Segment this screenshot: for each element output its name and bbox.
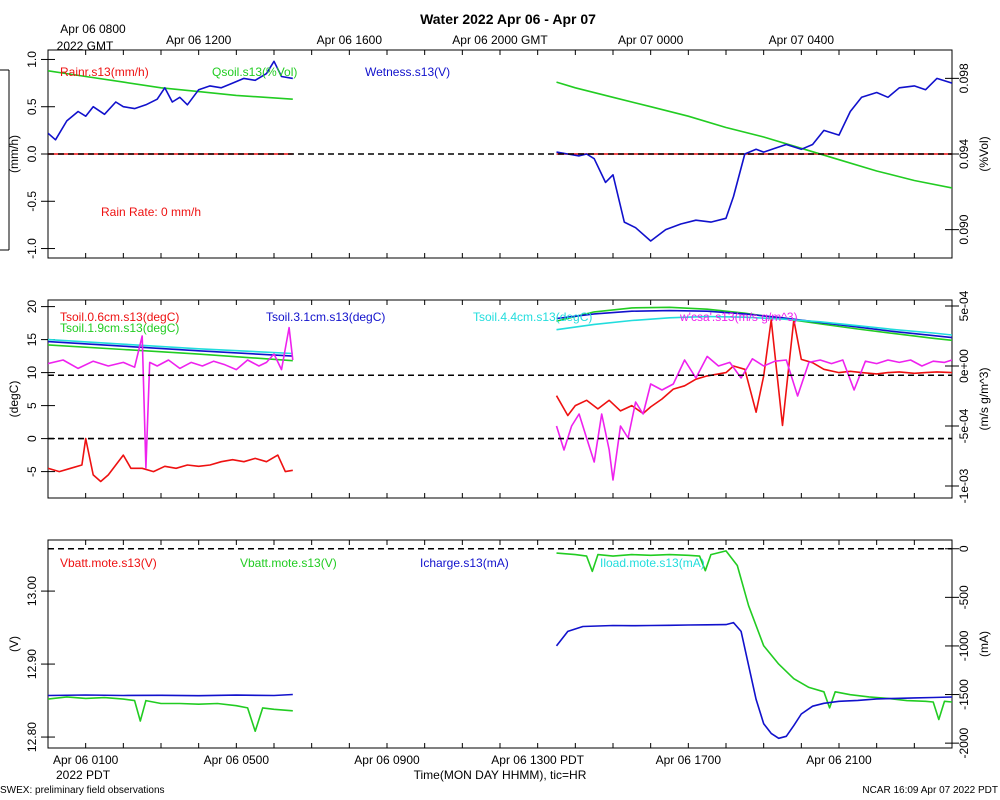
y2-tick-label: 0.094 — [957, 139, 971, 169]
y-tick-label: -0.5 — [25, 191, 39, 212]
bottom-axis-label: Apr 06 1300 PDT — [491, 753, 584, 767]
legend-label-magenta: w'csa'.s13(m/s g/m^3) — [679, 310, 798, 324]
y-tick-label: 12.80 — [25, 722, 39, 752]
bottom-axis-label: Apr 06 1700 — [656, 753, 722, 767]
panel-series — [48, 306, 952, 483]
series-line-blue — [556, 309, 952, 339]
rain-rate-annotation: Rain Rate: 0 mm/h — [101, 205, 201, 219]
y-tick-label: -5 — [25, 466, 39, 477]
panel-frame — [47, 299, 953, 499]
series-line-magenta — [555, 355, 952, 481]
series-line-blue — [555, 621, 952, 740]
series-line-green — [48, 344, 293, 362]
y-tick-label: 1.0 — [25, 51, 39, 68]
y2-tick-label: -500 — [957, 585, 971, 609]
y-tick-label: -1.0 — [25, 238, 39, 259]
series-line-red — [555, 318, 952, 427]
bottom-axis-label: Apr 06 0100 — [53, 753, 119, 767]
y2-axis-label: (mA) — [977, 631, 991, 657]
top-axis-label: Apr 06 1600 — [317, 33, 383, 47]
y2-tick-label: -5e-04 — [957, 408, 971, 443]
legend-label-cyan: Iload.mote.s13(mA) — [600, 556, 705, 570]
legend-label-blue: Wetness.s13(V) — [365, 65, 450, 79]
y2-tick-label: 0e+00 — [957, 349, 971, 383]
y-tick-label: 0.0 — [25, 145, 39, 162]
top-axis-label: Apr 07 0000 — [618, 33, 684, 47]
y-tick-label: 0 — [25, 435, 39, 442]
y-tick-label: 13.00 — [25, 576, 39, 606]
y2-tick-label: -1e-03 — [957, 468, 971, 503]
legend-label-green: Qsoil.s13(%Vol) — [212, 65, 297, 79]
top-axis-label: Apr 06 1200 — [166, 33, 232, 47]
bottom-axis-year-label: 2022 PDT — [56, 768, 111, 782]
legend-label-cyan: Tsoil.4.4cm.s13(degC) — [473, 310, 592, 324]
panel-series — [48, 550, 952, 740]
bottom-axis-label: Apr 06 0500 — [204, 753, 270, 767]
series-line-red — [48, 437, 293, 483]
y2-tick-label: -1500 — [957, 679, 971, 710]
series-line-green — [556, 81, 952, 189]
series-line-cyan — [48, 338, 293, 355]
top-axis-label: Apr 06 0800 — [60, 22, 126, 36]
series-line-magenta — [48, 326, 294, 469]
bottom-axis-label: Apr 06 0900 — [354, 753, 420, 767]
y2-tick-label: -1000 — [957, 630, 971, 661]
y-tick-label: 0.5 — [25, 98, 39, 115]
x-axis-label: Time(MON DAY HHMM), tic=HR — [414, 768, 587, 782]
legend-label-green: Vbatt.mote.s13(V) — [240, 556, 337, 570]
y-tick-label: 20 — [25, 300, 39, 314]
series-line-green — [48, 696, 293, 733]
legend-label-green: Tsoil.1.9cm.s13(degC) — [60, 321, 179, 335]
y2-tick-label: -2000 — [957, 727, 971, 758]
chart-title: Water 2022 Apr 06 - Apr 07 — [420, 11, 596, 27]
y-tick-label: 12.90 — [25, 649, 39, 679]
y2-tick-label: 0.098 — [957, 63, 971, 93]
series-line-blue — [48, 60, 293, 141]
y-tick-label: 10 — [25, 366, 39, 380]
top-axis-label: Apr 07 0400 — [769, 33, 835, 47]
top-axis-year-label: 2022 GMT — [57, 39, 114, 53]
panel-frame — [47, 539, 953, 749]
legend-label-blue: Icharge.s13(mA) — [420, 556, 509, 570]
footer-right: NCAR 16:09 Apr 07 2022 PDT — [862, 785, 998, 796]
legend-label-red: Vbatt.mote.s13(V) — [60, 556, 157, 570]
footer-left: SWEX: preliminary field observations — [0, 785, 165, 796]
y-axis-label: (V) — [7, 636, 21, 652]
series-line-blue — [48, 693, 293, 697]
y-axis-label: (degC) — [7, 381, 21, 418]
series-line-blue — [556, 77, 952, 242]
y2-tick-label: 0.090 — [957, 214, 971, 244]
series-line-green — [556, 550, 952, 721]
panel-2: 20 15 10 5 0 -5 (degC) 5e-04 0e+00 -5e-04 -1e-03 (m… — [7, 290, 991, 503]
y2-tick-label: 0 — [957, 545, 971, 552]
y-axis-label: (mm/h) — [7, 135, 21, 173]
y-tick-label: 15 — [25, 333, 39, 347]
bottom-axis-label: Apr 06 2100 — [806, 753, 872, 767]
legend-label-red: Tsoil.0.6cm.s13(degC) — [60, 310, 179, 324]
y-tick-label: 5 — [25, 402, 39, 409]
series-line-green — [48, 70, 293, 100]
series-line-blue — [48, 340, 293, 357]
legend-label-red: Rainr.s13(mm/h) — [60, 65, 149, 79]
y2-axis-label: (%Vol) — [977, 136, 991, 171]
series-line-cyan — [556, 315, 952, 336]
y2-axis-label: (m/s g/m^3) — [977, 368, 991, 431]
panel-1: 1.0 0.5 0.0 -0.5 -1.0 (mm/h) 0.098 0.094 0.090 (%… — [7, 49, 991, 259]
legend-label-blue: Tsoil.3.1cm.s13(degC) — [266, 310, 385, 324]
panel-3: 13.00 12.90 12.80 (V) 0 -500 -1000 -1500 -2000 (m… — [7, 539, 991, 758]
y2-tick-label: 5e-04 — [957, 290, 971, 321]
top-axis-label: Apr 06 2000 GMT — [452, 33, 548, 47]
